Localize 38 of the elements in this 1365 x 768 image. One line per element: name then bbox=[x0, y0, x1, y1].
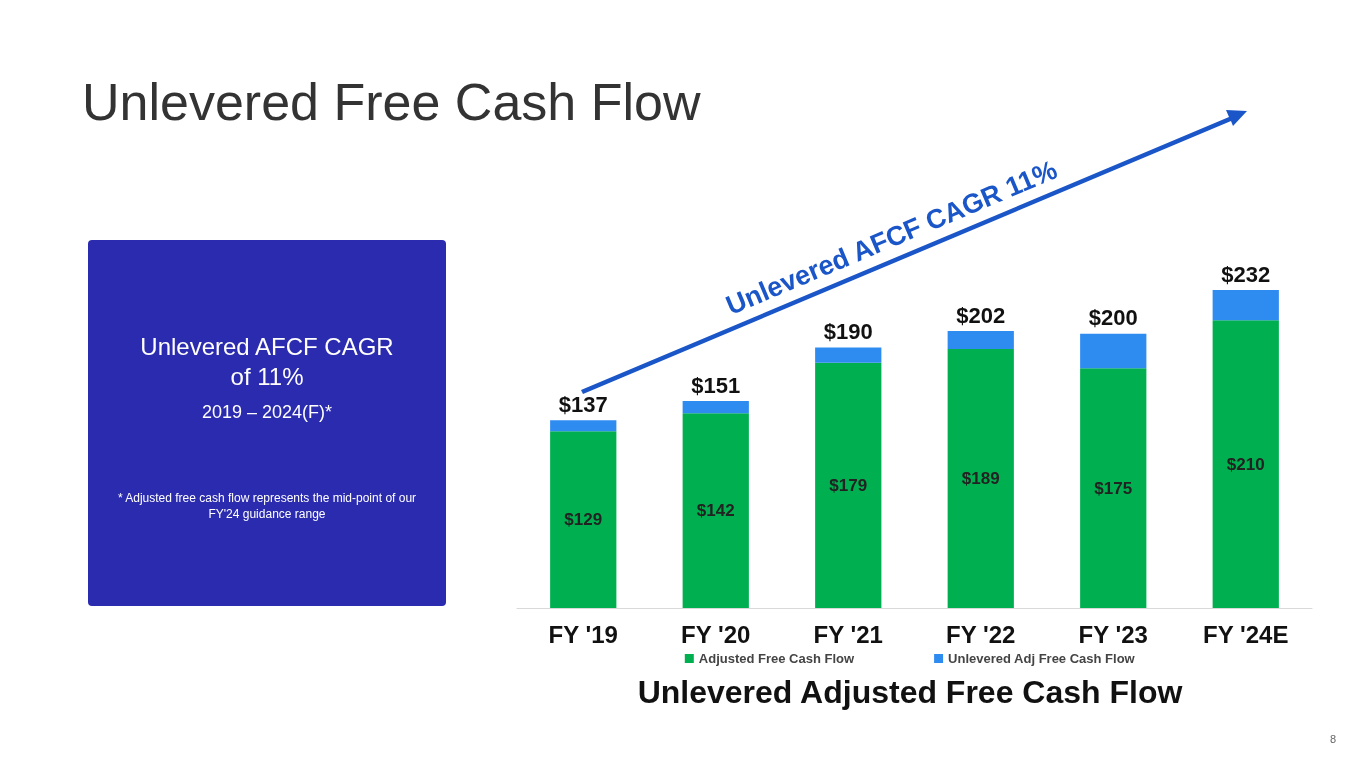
bar bbox=[550, 420, 617, 432]
legend-label: Adjusted Free Cash Flow bbox=[698, 651, 855, 666]
x-tick-label: FY '19 bbox=[548, 620, 618, 648]
x-tick-label: FY '21 bbox=[813, 620, 883, 648]
total-label: $190 bbox=[823, 319, 873, 345]
bar bbox=[947, 331, 1014, 349]
total-label: $151 bbox=[691, 372, 741, 398]
bar bbox=[1080, 333, 1147, 369]
x-tick-label: FY '20 bbox=[681, 620, 751, 648]
text: 2019 – 2024(F)* bbox=[200, 402, 334, 423]
legend-label: Unlevered Adj Free Cash Flow bbox=[948, 651, 1136, 666]
text: 8 bbox=[1330, 733, 1337, 745]
data-label: $179 bbox=[829, 475, 868, 495]
x-tick-label: FY '23 bbox=[1078, 620, 1148, 648]
bar bbox=[1212, 290, 1279, 321]
bar bbox=[947, 348, 1014, 608]
total-label: $137 bbox=[558, 391, 608, 417]
chart-title: Unlevered Free Cash Flow bbox=[82, 72, 701, 132]
x-axis-title: Unlevered Adjusted Free Cash Flow bbox=[636, 674, 1184, 711]
bar bbox=[1212, 320, 1279, 608]
bar bbox=[815, 362, 882, 608]
data-label: $129 bbox=[564, 510, 603, 530]
x-tick-label: FY '22 bbox=[946, 620, 1016, 648]
text: Unlevered AFCF CAGR of 11% bbox=[139, 332, 395, 392]
bar bbox=[550, 431, 617, 608]
data-label: $189 bbox=[961, 468, 1000, 488]
data-label: $210 bbox=[1226, 454, 1265, 474]
data-label: $142 bbox=[696, 501, 735, 521]
bar bbox=[815, 347, 882, 363]
text: * Adjusted free cash flow represents the mid-point of our FY'24 guidance range bbox=[116, 490, 418, 522]
total-label: $232 bbox=[1221, 261, 1271, 287]
total-label: $202 bbox=[956, 302, 1006, 328]
data-label: $175 bbox=[1094, 478, 1133, 498]
bar bbox=[682, 413, 749, 608]
total-label: $200 bbox=[1088, 305, 1138, 331]
bar bbox=[682, 401, 749, 414]
bar bbox=[1080, 368, 1147, 608]
x-tick-label: FY '24E bbox=[1203, 620, 1289, 648]
